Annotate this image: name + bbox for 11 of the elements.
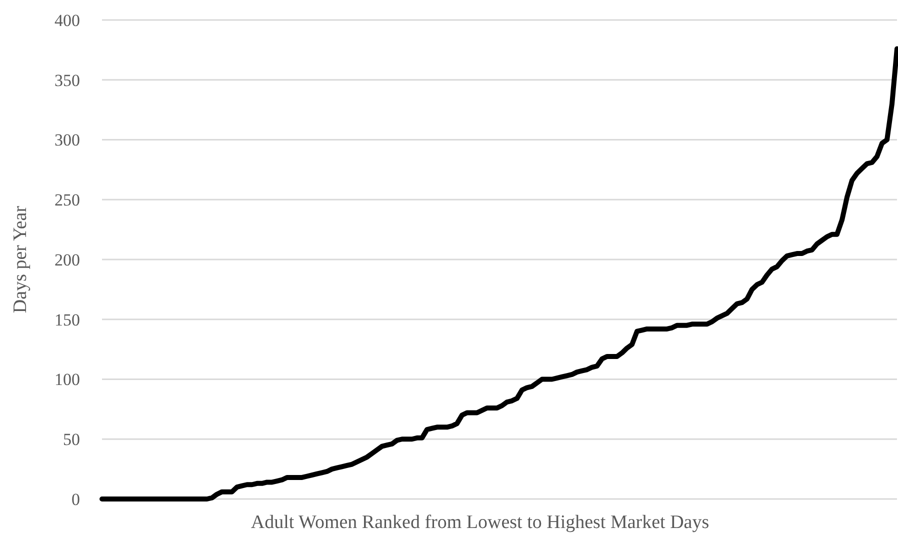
x-axis-title: Adult Women Ranked from Lowest to Highest Market Days (250, 512, 710, 533)
y-tick-label: 200 (54, 250, 80, 270)
y-tick-label: 350 (54, 70, 80, 90)
y-tick-label: 50 (63, 430, 80, 450)
y-axis-title: Days per Year (10, 205, 31, 314)
y-tick-label: 100 (54, 370, 80, 390)
y-tick-label: 0 (72, 490, 80, 509)
y-tick-label: 400 (54, 10, 80, 30)
y-tick-label: 150 (54, 310, 80, 330)
y-tick-label: 300 (54, 130, 80, 150)
y-tick-label: 250 (54, 190, 80, 210)
